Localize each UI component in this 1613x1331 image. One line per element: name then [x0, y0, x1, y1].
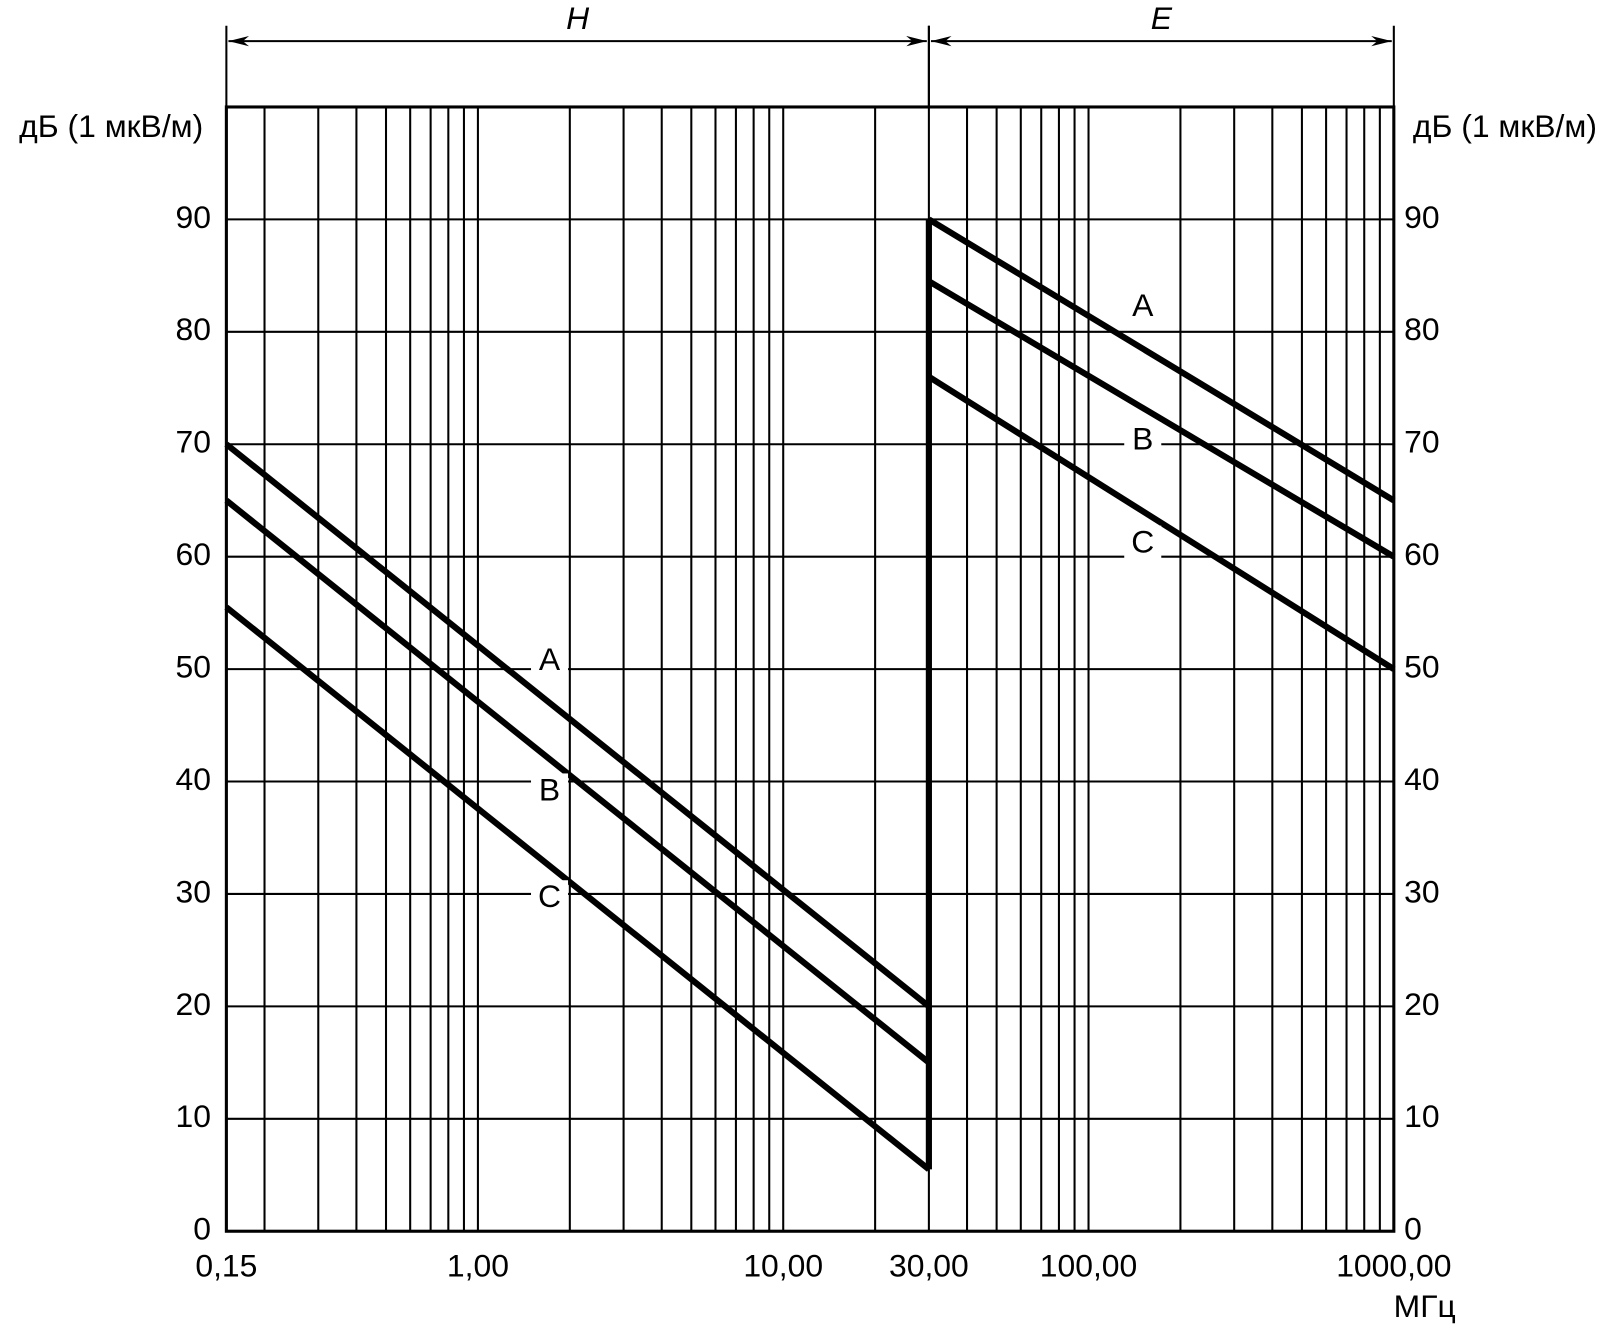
y-tick-label-right: 50 [1404, 649, 1439, 685]
y-tick-label-right: 20 [1404, 986, 1439, 1022]
label-background [1124, 525, 1162, 563]
label-background [531, 643, 569, 681]
x-tick-label: 1,00 [447, 1248, 509, 1284]
band-label: H [566, 0, 590, 36]
x-axis-label: МГц [1394, 1288, 1456, 1324]
y-tick-label-right: 40 [1404, 761, 1439, 797]
y-tick-label: 30 [175, 873, 210, 909]
label-background [1124, 289, 1162, 327]
y-tick-label-right: 0 [1404, 1211, 1422, 1247]
y-tick-label-right: 30 [1404, 873, 1439, 909]
y-tick-label: 10 [175, 1098, 210, 1134]
series-label: B [539, 771, 560, 807]
y-tick-label-right: 70 [1404, 424, 1439, 460]
series-line [224, 498, 931, 1065]
y-tick-label: 0 [193, 1211, 211, 1247]
series-label: A [1132, 287, 1154, 323]
series-line [224, 604, 931, 1172]
y-tick-label-right: 80 [1404, 311, 1439, 347]
label-background [531, 880, 569, 918]
series-line [224, 441, 931, 1009]
x-tick-label: 100,00 [1040, 1248, 1138, 1284]
series-label: C [1131, 524, 1154, 560]
series-line [927, 374, 1396, 672]
y-axis-label-right: дБ (1 мкВ/м) [1413, 108, 1597, 144]
y-tick-label-right: 60 [1404, 536, 1439, 572]
y-tick-label: 90 [175, 199, 210, 235]
y-tick-label: 60 [175, 536, 210, 572]
series-line [927, 216, 1396, 504]
y-tick-label-right: 90 [1404, 199, 1439, 235]
y-axis-label: дБ (1 мкВ/м) [19, 108, 203, 144]
y-tick-label: 80 [175, 311, 210, 347]
x-tick-label: 30,00 [889, 1248, 969, 1284]
series-line [927, 278, 1396, 560]
band-label: E [1151, 0, 1173, 36]
y-tick-label-right: 10 [1404, 1098, 1439, 1134]
series-label: A [539, 641, 561, 677]
label-background [531, 773, 569, 811]
series-label: C [538, 878, 561, 914]
x-tick-label: 10,00 [743, 1248, 823, 1284]
y-tick-label: 20 [175, 986, 210, 1022]
series-label: B [1132, 420, 1153, 456]
y-tick-label: 70 [175, 424, 210, 460]
y-tick-label: 50 [175, 649, 210, 685]
x-tick-label: 1000,00 [1336, 1248, 1451, 1284]
x-tick-label: 0,15 [195, 1248, 257, 1284]
y-tick-label: 40 [175, 761, 210, 797]
label-background [1124, 422, 1162, 460]
